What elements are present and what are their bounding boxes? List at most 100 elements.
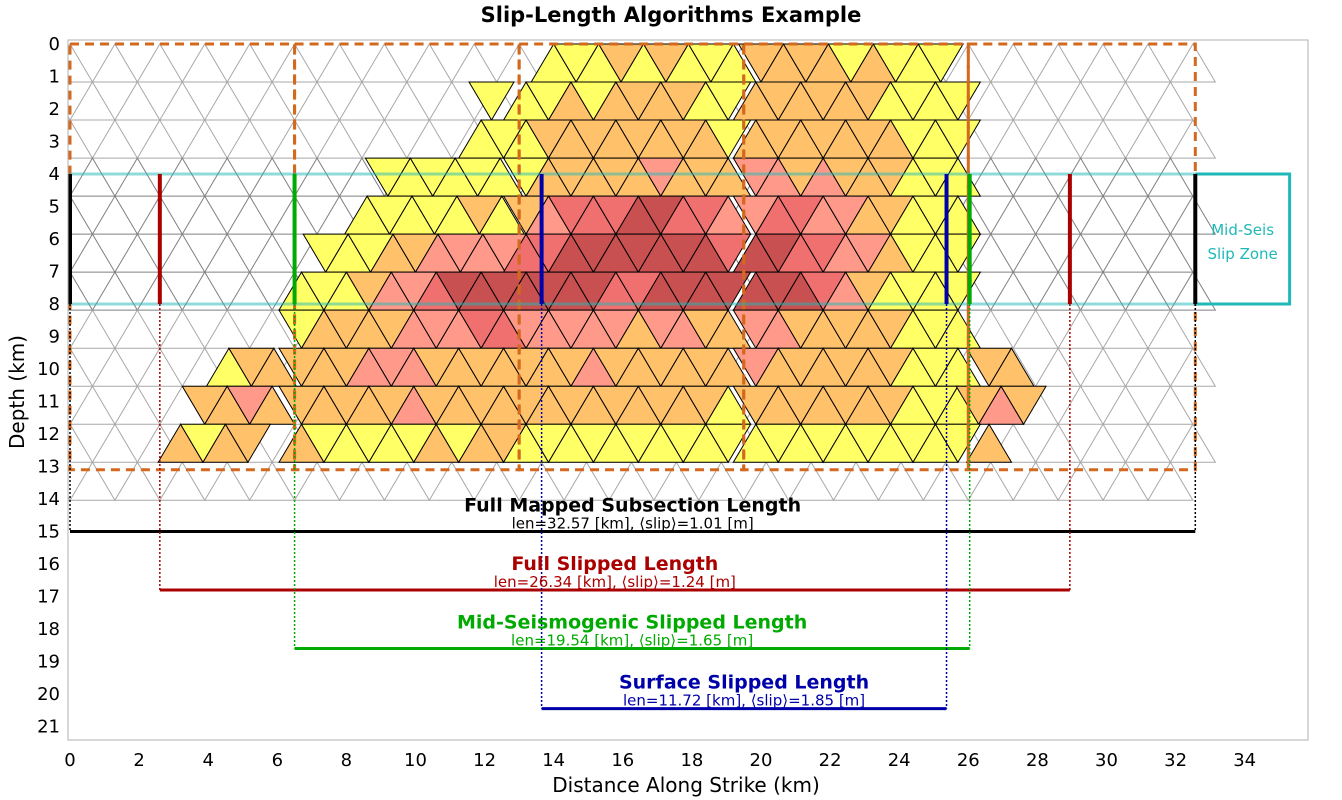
length-title: Full Slipped Length: [511, 553, 718, 575]
y-tick-label: 12: [37, 424, 60, 445]
mesh-triangle: [316, 119, 363, 159]
mesh-triangle: [1124, 43, 1172, 83]
mesh-triangle: [1057, 385, 1104, 425]
mesh-triangle: [136, 271, 184, 311]
length-title: Surface Slipped Length: [619, 672, 869, 694]
mesh-triangle: [1057, 157, 1104, 197]
mesh-triangle: [967, 461, 1015, 501]
mesh-triangle: [114, 385, 161, 425]
mesh-triangle: [967, 233, 1015, 273]
y-tick-label: 1: [49, 67, 60, 88]
mesh-triangle: [787, 461, 835, 501]
x-tick-label: 20: [750, 750, 773, 771]
mesh-triangle: [697, 461, 745, 501]
y-tick-label: 0: [49, 34, 60, 55]
slip-patch: [224, 423, 272, 464]
mesh-triangle: [69, 157, 116, 197]
length-title: Full Mapped Subsection Length: [464, 495, 801, 517]
mesh-triangle: [136, 119, 184, 159]
mesh-triangle: [181, 195, 229, 235]
x-tick-label: 26: [957, 750, 980, 771]
slip-patches: [157, 43, 1047, 464]
slip-patch: [704, 271, 752, 312]
mesh-triangle: [181, 119, 229, 159]
x-tick-label: 30: [1095, 750, 1118, 771]
mesh-triangle: [1169, 347, 1217, 387]
y-tick-label: 14: [37, 489, 60, 510]
mesh-triangle: [1147, 385, 1194, 425]
y-tick-label: 17: [37, 587, 60, 608]
mesh-triangle: [1057, 309, 1104, 349]
mesh-triangle: [226, 195, 273, 235]
mesh-triangle: [69, 461, 116, 501]
mesh-triangle: [91, 43, 139, 83]
mesh-triangle: [1147, 233, 1194, 273]
y-tick-label: 9: [49, 327, 60, 348]
mesh-triangle: [136, 43, 184, 83]
mesh-triangle: [1012, 157, 1060, 197]
zone-label-line: Mid-Seis: [1211, 221, 1274, 239]
x-tick-label: 18: [680, 750, 703, 771]
y-tick-label: 5: [49, 197, 60, 218]
mesh-triangle: [338, 461, 386, 501]
mesh-triangle: [428, 81, 476, 121]
y-axis-label: Depth (km): [5, 335, 29, 449]
mesh-triangle: [1079, 423, 1127, 463]
x-tick-label: 22: [819, 750, 842, 771]
mesh-triangle: [989, 423, 1037, 463]
mesh-triangle: [248, 157, 296, 197]
mesh-triangle: [91, 423, 139, 463]
x-tick-label: 24: [888, 750, 911, 771]
mesh-triangle: [967, 157, 1015, 197]
mesh-triangle: [1079, 119, 1127, 159]
mesh-triangle: [405, 43, 453, 83]
mesh-triangle: [1169, 423, 1217, 463]
mesh-triangle: [1057, 461, 1104, 501]
mesh-triangle: [1012, 81, 1060, 121]
mesh-triangle: [405, 119, 453, 159]
mesh-triangle: [1147, 461, 1194, 501]
plot-area: Mid-Seis Slip Zone: [3, 42, 1292, 711]
mesh-triangle: [1102, 385, 1149, 425]
slip-patch: [704, 423, 752, 464]
length-stats: len=32.57 [km], ⟨slip⟩=1.01 [m]: [512, 515, 754, 533]
y-tick-label: 6: [49, 229, 60, 250]
mesh-triangle: [68, 343, 71, 349]
mesh-triangle: [383, 461, 431, 501]
mesh-triangle: [203, 81, 251, 121]
slip-patch: [468, 81, 515, 122]
mesh-triangle: [338, 157, 386, 197]
mid-seis-zone: Mid-Seis Slip Zone: [70, 172, 1292, 306]
mesh-triangle: [1124, 119, 1172, 159]
mesh-triangle: [1012, 233, 1060, 273]
mesh-triangle: [989, 119, 1037, 159]
mesh-triangle: [1012, 461, 1060, 501]
mesh-triangle: [226, 271, 273, 311]
mesh-triangle: [3, 272, 48, 310]
slip-patch: [704, 233, 752, 274]
mesh-triangle: [1034, 423, 1082, 463]
x-tick-label: 28: [1026, 750, 1049, 771]
mesh-triangle: [68, 191, 71, 197]
x-tick-label: 12: [473, 750, 496, 771]
y-tick-label: 20: [37, 684, 60, 705]
slip-patch: [248, 385, 296, 425]
mesh-triangle: [832, 461, 880, 501]
y-tick-label: 16: [37, 554, 60, 575]
mesh-triangle: [114, 157, 161, 197]
mesh-triangle: [91, 119, 139, 159]
x-tick-label: 6: [272, 750, 283, 771]
mesh-triangle: [203, 233, 251, 273]
mesh-triangle: [1057, 81, 1104, 121]
length-title: Mid-Seismogenic Slipped Length: [457, 612, 807, 634]
length-stats: len=26.34 [km], ⟨slip⟩=1.24 [m]: [494, 573, 736, 591]
mesh-triangle: [68, 271, 94, 311]
mesh-triangle: [361, 43, 408, 83]
mesh-triangle: [1102, 81, 1149, 121]
mesh-triangle: [989, 271, 1037, 311]
y-tick-label: 7: [49, 262, 60, 283]
slip-patch: [250, 347, 298, 387]
mesh-triangle: [428, 461, 476, 501]
mesh-triangle: [877, 461, 925, 501]
mesh-triangle: [114, 233, 161, 273]
